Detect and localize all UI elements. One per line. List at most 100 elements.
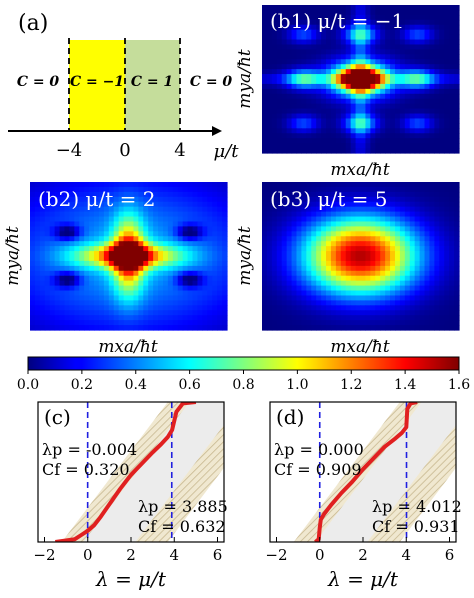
panel-b3: (b3) μ/t = 5 mya/ħt mxa/ħt <box>235 182 460 357</box>
heatmap-cell <box>98 280 105 287</box>
heatmap-cell <box>360 69 367 75</box>
heatmap-cell <box>321 285 327 292</box>
heatmap-cell <box>84 300 90 306</box>
heatmap-cell <box>340 79 347 85</box>
heatmap-cell <box>326 118 332 124</box>
heatmap-cell <box>162 256 169 262</box>
heatmap-cell <box>89 196 95 203</box>
heatmap-cell <box>59 206 66 213</box>
heatmap-cell <box>167 191 174 198</box>
heatmap-cell <box>370 103 376 110</box>
heatmap-cell <box>54 270 61 277</box>
heatmap-cell <box>414 133 421 139</box>
heatmap-cell <box>153 226 159 232</box>
heatmap-cell <box>39 280 46 287</box>
heatmap-cell <box>316 79 322 85</box>
heatmap-cell <box>133 295 139 301</box>
heatmap-cell <box>187 251 194 257</box>
heatmap-cell <box>118 211 125 218</box>
heatmap-cell <box>380 49 386 55</box>
heatmap-cell <box>316 34 322 41</box>
heatmap-cell <box>291 34 298 41</box>
heatmap-cell <box>449 182 455 188</box>
panel-b2: (b2) μ/t = 2 mya/ħt mxa/ħt <box>3 182 228 357</box>
heatmap-cell <box>394 24 401 31</box>
heatmap-cell <box>79 182 85 188</box>
heatmap-cell <box>281 226 288 232</box>
heatmap-cell <box>311 69 317 75</box>
heatmap-cell <box>419 196 426 203</box>
heatmap-cell <box>380 148 386 154</box>
heatmap-cell <box>434 246 440 252</box>
heatmap-cell <box>409 9 416 16</box>
heatmap-cell <box>330 34 337 41</box>
heatmap-cell <box>424 251 431 257</box>
heatmap-cell <box>30 320 36 326</box>
heatmap-cell <box>345 34 352 41</box>
heatmap-cell <box>306 24 312 31</box>
heatmap-cell <box>306 113 312 120</box>
heatmap-cell <box>404 295 411 301</box>
heatmap-cell <box>128 182 135 188</box>
heatmap-cell <box>262 275 268 282</box>
heatmap-cell <box>390 186 396 193</box>
heatmap-cell <box>301 191 307 198</box>
heatmap-cell <box>108 290 115 297</box>
heatmap-cell <box>207 256 213 262</box>
heatmap-cell <box>172 186 179 193</box>
heatmap-cell <box>429 310 435 316</box>
heatmap-cell <box>439 290 445 297</box>
heatmap-cell <box>350 251 357 257</box>
heatmap-cell <box>340 133 347 139</box>
heatmap-cell <box>429 325 435 331</box>
heatmap-cell <box>444 5 450 11</box>
heatmap-cell <box>286 74 293 80</box>
heatmap-cell <box>429 98 435 105</box>
heatmap-cell <box>172 246 179 252</box>
heatmap-cell <box>424 275 431 282</box>
heatmap-cell <box>296 241 302 247</box>
heatmap-cell <box>444 310 450 316</box>
heatmap-cell <box>123 191 130 198</box>
heatmap-cell <box>316 231 322 237</box>
heatmap-cell <box>375 143 381 149</box>
heatmap-cell <box>394 305 401 311</box>
heatmap-cell <box>414 39 421 46</box>
heatmap-cell <box>345 113 352 120</box>
heatmap-cell <box>306 265 312 272</box>
heatmap-cell <box>444 29 450 36</box>
heatmap-cell <box>439 103 445 110</box>
heatmap-cell <box>414 241 421 247</box>
heatmap-cell <box>454 256 460 262</box>
heatmap-cell <box>271 186 278 193</box>
heatmap-cell <box>350 256 357 262</box>
heatmap-cell <box>350 98 357 105</box>
heatmap-cell <box>335 148 342 154</box>
heatmap-cell <box>380 300 386 306</box>
heatmap-cell <box>375 59 381 65</box>
heatmap-cell <box>84 256 90 262</box>
heatmap-cell <box>212 201 218 208</box>
heatmap-cell <box>454 64 460 70</box>
heatmap-cell <box>54 320 61 326</box>
heatmap-cell <box>311 118 317 124</box>
heatmap-cell <box>340 305 347 311</box>
heatmap-cell <box>49 275 56 282</box>
heatmap-cell <box>311 241 317 247</box>
heatmap-cell <box>286 315 293 321</box>
heatmap-cell <box>94 290 100 297</box>
heatmap-cell <box>143 226 149 232</box>
heatmap-cell <box>365 138 371 144</box>
heatmap-cell <box>271 325 278 331</box>
heatmap-cell <box>103 182 110 188</box>
heatmap-cell <box>380 5 386 11</box>
heatmap-cell <box>113 241 120 247</box>
heatmap-cell <box>429 221 435 227</box>
heatmap-cell <box>103 241 110 247</box>
heatmap-cell <box>286 59 293 65</box>
heatmap-cell <box>375 5 381 11</box>
heatmap-cell <box>350 39 357 46</box>
heatmap-cell <box>158 196 164 203</box>
heatmap-cell <box>69 231 75 237</box>
heatmap-cell <box>399 83 406 90</box>
